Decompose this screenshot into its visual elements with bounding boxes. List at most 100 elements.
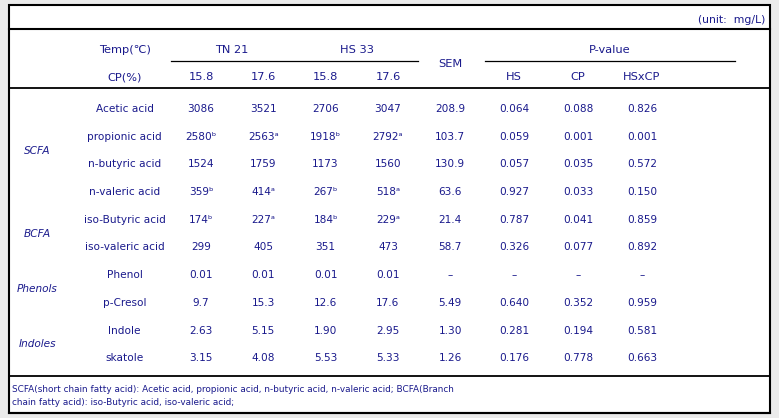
Text: 5.15: 5.15 xyxy=(252,326,275,336)
Text: HSxCP: HSxCP xyxy=(623,72,661,82)
Text: n-butyric acid: n-butyric acid xyxy=(88,160,161,169)
Text: 227ᵃ: 227ᵃ xyxy=(252,215,275,225)
Text: 0.035: 0.035 xyxy=(563,160,593,169)
Text: 0.892: 0.892 xyxy=(627,242,657,252)
Text: 21.4: 21.4 xyxy=(439,215,462,225)
Text: skatole: skatole xyxy=(105,353,144,363)
Text: 0.077: 0.077 xyxy=(563,242,593,252)
Text: 184ᵇ: 184ᵇ xyxy=(313,215,338,225)
Text: 0.778: 0.778 xyxy=(563,353,593,363)
Text: 0.041: 0.041 xyxy=(563,215,593,225)
Text: 267ᵇ: 267ᵇ xyxy=(313,187,338,197)
Text: 2706: 2706 xyxy=(312,104,339,114)
Text: CP: CP xyxy=(571,72,585,82)
Text: 9.7: 9.7 xyxy=(192,298,210,308)
Text: 4.08: 4.08 xyxy=(252,353,275,363)
Text: 3521: 3521 xyxy=(250,104,277,114)
Text: 1560: 1560 xyxy=(375,160,401,169)
Text: p-Cresol: p-Cresol xyxy=(103,298,146,308)
Text: 0.826: 0.826 xyxy=(627,104,657,114)
Text: Phenol: Phenol xyxy=(107,270,143,280)
Text: 0.01: 0.01 xyxy=(314,270,337,280)
Text: –: – xyxy=(576,270,580,280)
Text: SCFA: SCFA xyxy=(24,145,51,155)
Text: 0.150: 0.150 xyxy=(627,187,657,197)
Text: 174ᵇ: 174ᵇ xyxy=(189,215,213,225)
Text: 17.6: 17.6 xyxy=(375,72,400,82)
Text: 1.26: 1.26 xyxy=(439,353,462,363)
Text: 63.6: 63.6 xyxy=(439,187,462,197)
Text: 0.001: 0.001 xyxy=(563,132,593,142)
Text: 414ᵃ: 414ᵃ xyxy=(252,187,275,197)
Text: 5.49: 5.49 xyxy=(439,298,462,308)
Text: 12.6: 12.6 xyxy=(314,298,337,308)
Text: 0.01: 0.01 xyxy=(252,270,275,280)
Text: 2792ᵃ: 2792ᵃ xyxy=(372,132,404,142)
FancyBboxPatch shape xyxy=(9,5,770,413)
Text: 0.01: 0.01 xyxy=(189,270,213,280)
Text: HS: HS xyxy=(506,72,522,82)
Text: 0.572: 0.572 xyxy=(627,160,657,169)
Text: 103.7: 103.7 xyxy=(435,132,465,142)
Text: P-value: P-value xyxy=(589,45,631,55)
Text: 17.6: 17.6 xyxy=(251,72,276,82)
Text: SCFA(short chain fatty acid): Acetic acid, propionic acid, n-butyric acid, n-val: SCFA(short chain fatty acid): Acetic aci… xyxy=(12,385,454,394)
Text: 2.63: 2.63 xyxy=(189,326,213,336)
Text: 0.352: 0.352 xyxy=(563,298,593,308)
Text: 2580ᵇ: 2580ᵇ xyxy=(185,132,217,142)
Text: 0.581: 0.581 xyxy=(627,326,657,336)
Text: 5.33: 5.33 xyxy=(376,353,400,363)
Text: 208.9: 208.9 xyxy=(435,104,465,114)
Text: 351: 351 xyxy=(315,242,336,252)
Text: 0.927: 0.927 xyxy=(499,187,529,197)
Text: Acetic acid: Acetic acid xyxy=(96,104,153,114)
Text: 0.326: 0.326 xyxy=(499,242,529,252)
Text: –: – xyxy=(448,270,453,280)
Text: TN 21: TN 21 xyxy=(216,45,249,55)
Text: 0.064: 0.064 xyxy=(499,104,529,114)
Text: 15.3: 15.3 xyxy=(252,298,275,308)
Text: HS 33: HS 33 xyxy=(340,45,374,55)
Text: 5.53: 5.53 xyxy=(314,353,337,363)
Text: (unit:  mg/L): (unit: mg/L) xyxy=(698,15,765,25)
Text: 0.057: 0.057 xyxy=(499,160,529,169)
Text: CP(%): CP(%) xyxy=(108,72,142,82)
Text: Phenols: Phenols xyxy=(17,284,58,294)
Text: 359ᵇ: 359ᵇ xyxy=(189,187,213,197)
Text: 0.176: 0.176 xyxy=(499,353,529,363)
Text: 1.30: 1.30 xyxy=(439,326,462,336)
Text: 0.663: 0.663 xyxy=(627,353,657,363)
Text: 0.01: 0.01 xyxy=(376,270,400,280)
Text: –: – xyxy=(640,270,644,280)
Text: 3.15: 3.15 xyxy=(189,353,213,363)
Text: 0.859: 0.859 xyxy=(627,215,657,225)
Text: 2563ᵃ: 2563ᵃ xyxy=(248,132,279,142)
Text: 2.95: 2.95 xyxy=(376,326,400,336)
Text: 3086: 3086 xyxy=(188,104,214,114)
Text: 1918ᵇ: 1918ᵇ xyxy=(310,132,341,142)
Text: –: – xyxy=(512,270,516,280)
Text: Indole: Indole xyxy=(108,326,141,336)
Text: 0.194: 0.194 xyxy=(563,326,593,336)
Text: 58.7: 58.7 xyxy=(439,242,462,252)
Text: 0.059: 0.059 xyxy=(499,132,529,142)
Text: BCFA: BCFA xyxy=(24,229,51,239)
Text: SEM: SEM xyxy=(438,59,463,69)
Text: 3047: 3047 xyxy=(375,104,401,114)
Text: n-valeric acid: n-valeric acid xyxy=(89,187,160,197)
Text: 130.9: 130.9 xyxy=(435,160,465,169)
Text: 518ᵃ: 518ᵃ xyxy=(376,187,400,197)
Text: 17.6: 17.6 xyxy=(376,298,400,308)
Text: 0.281: 0.281 xyxy=(499,326,529,336)
Text: 1.90: 1.90 xyxy=(314,326,337,336)
Text: 1759: 1759 xyxy=(250,160,277,169)
Text: Temp(℃): Temp(℃) xyxy=(99,45,150,55)
Text: Indoles: Indoles xyxy=(19,339,56,349)
Text: iso-valeric acid: iso-valeric acid xyxy=(85,242,164,252)
Text: 0.640: 0.640 xyxy=(499,298,529,308)
Text: 0.033: 0.033 xyxy=(563,187,593,197)
Text: 15.8: 15.8 xyxy=(313,72,338,82)
Text: 229ᵃ: 229ᵃ xyxy=(376,215,400,225)
Text: propionic acid: propionic acid xyxy=(87,132,162,142)
Text: 0.088: 0.088 xyxy=(563,104,593,114)
